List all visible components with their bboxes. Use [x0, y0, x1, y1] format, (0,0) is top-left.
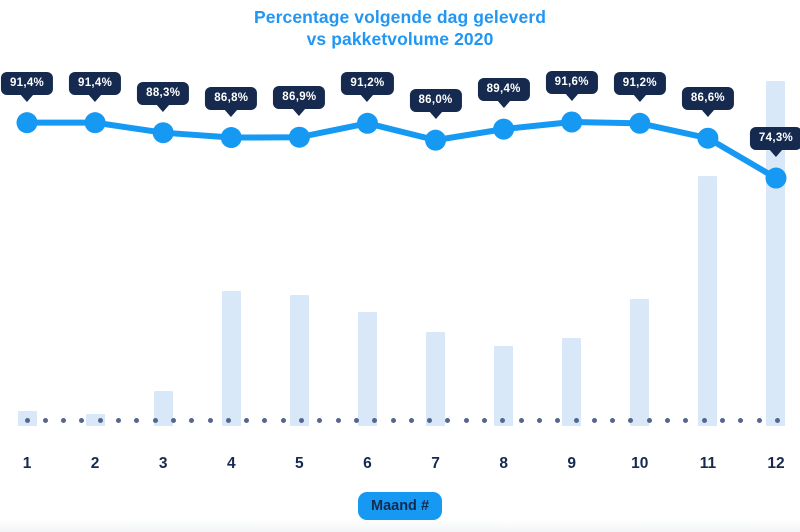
baseline-dot	[555, 417, 561, 423]
baseline-dot	[207, 417, 213, 423]
baseline-dot	[482, 417, 487, 423]
x-tick-month-9: 9	[567, 455, 577, 472]
volume-bar-month-6	[357, 312, 377, 426]
volume-bar-month-7	[426, 332, 446, 426]
volume-bar-month-4	[221, 291, 241, 426]
baseline-dot	[152, 417, 158, 423]
baseline-dot	[646, 417, 652, 423]
baseline-dot	[42, 417, 48, 423]
baseline-dot	[299, 417, 304, 423]
bottom-edge-strip	[0, 520, 800, 532]
value-label-month-1: 91,4%	[0, 71, 54, 95]
x-tick-month-8: 8	[499, 455, 508, 472]
baseline-dot	[774, 417, 780, 423]
baseline-dot	[665, 417, 670, 423]
x-axis-label-badge: Maand #	[357, 492, 443, 520]
volume-bar-month-3	[153, 391, 173, 426]
baseline-dot	[518, 417, 524, 423]
x-tick-month-3: 3	[158, 455, 168, 472]
chart-title-line1: Percentage volgende dag geleverd	[253, 7, 547, 27]
baseline-dot	[573, 417, 579, 423]
baseline-dot	[427, 417, 433, 423]
x-tick-month-5: 5	[295, 455, 304, 472]
data-point-month-2	[84, 112, 106, 134]
data-point-month-11	[697, 127, 719, 149]
baseline-dot	[280, 417, 286, 423]
value-label-month-2: 91,4%	[69, 71, 122, 95]
x-tick-month-6: 6	[363, 455, 372, 472]
data-point-month-3	[152, 122, 174, 144]
baseline-dot	[536, 417, 542, 423]
baseline-dot	[335, 417, 341, 423]
value-label-month-5: 86,9%	[273, 86, 326, 110]
baseline-dot	[225, 417, 231, 423]
baseline-dot	[463, 417, 469, 423]
x-tick-month-11: 11	[699, 455, 717, 472]
volume-bar-month-2	[85, 414, 105, 426]
baseline-dot	[719, 417, 725, 423]
chart-title-line2: vs pakketvolume 2020	[306, 29, 494, 49]
baseline-dot	[353, 417, 359, 423]
value-label-month-10: 91,2%	[613, 72, 666, 96]
value-label-month-7: 86,0%	[409, 89, 462, 113]
value-label-month-11: 86,6%	[681, 87, 734, 111]
value-label-month-12: 74,3%	[749, 127, 800, 151]
data-point-month-10	[629, 112, 651, 134]
baseline-dot	[390, 417, 396, 423]
data-point-month-8	[493, 118, 515, 140]
baseline-dot	[61, 417, 67, 423]
baseline-dot	[591, 417, 597, 423]
x-tick-month-2: 2	[90, 455, 100, 472]
volume-bar-month-5	[289, 295, 309, 426]
baseline-dot	[170, 417, 176, 423]
baseline-dot	[408, 417, 414, 423]
volume-bar-month-10	[630, 299, 650, 426]
baseline-dot	[134, 417, 140, 423]
data-point-month-1	[16, 112, 38, 134]
chart-title: Percentage volgende dag geleverd vs pakk…	[0, 6, 800, 50]
baseline-dot	[244, 417, 250, 423]
value-label-month-8: 89,4%	[477, 78, 530, 102]
baseline-dot	[701, 417, 707, 423]
baseline-dot	[189, 417, 195, 423]
x-tick-month-7: 7	[431, 455, 440, 472]
x-tick-month-1: 1	[22, 455, 32, 472]
value-label-month-6: 91,2%	[341, 72, 394, 96]
baseline-dot	[610, 417, 616, 423]
value-label-month-3: 88,3%	[137, 81, 190, 105]
baseline-dot	[262, 417, 268, 423]
data-point-month-7	[425, 129, 447, 151]
data-point-month-6	[356, 112, 378, 134]
baseline-dot	[317, 417, 323, 423]
data-point-month-5	[288, 126, 310, 148]
baseline-dot	[97, 417, 103, 423]
baseline-dot	[628, 417, 634, 423]
baseline-dot	[116, 417, 121, 423]
volume-bar-month-11	[698, 176, 718, 426]
baseline-dot	[756, 417, 762, 423]
baseline-dot	[738, 417, 744, 423]
volume-bar-month-8	[494, 346, 514, 426]
baseline-dot	[500, 417, 506, 423]
baseline-dot	[372, 417, 378, 423]
baseline-dot	[79, 417, 85, 423]
baseline-dot	[445, 417, 451, 423]
x-tick-month-12: 12	[767, 455, 785, 472]
value-label-month-4: 86,8%	[205, 86, 258, 110]
data-point-month-9	[561, 111, 583, 133]
volume-bar-month-9	[562, 338, 582, 426]
x-tick-month-4: 4	[226, 455, 236, 472]
x-tick-month-10: 10	[631, 455, 649, 472]
value-label-month-9: 91,6%	[545, 71, 598, 94]
data-point-month-4	[220, 127, 242, 149]
baseline-dot	[683, 417, 689, 423]
baseline-dot	[24, 417, 30, 423]
